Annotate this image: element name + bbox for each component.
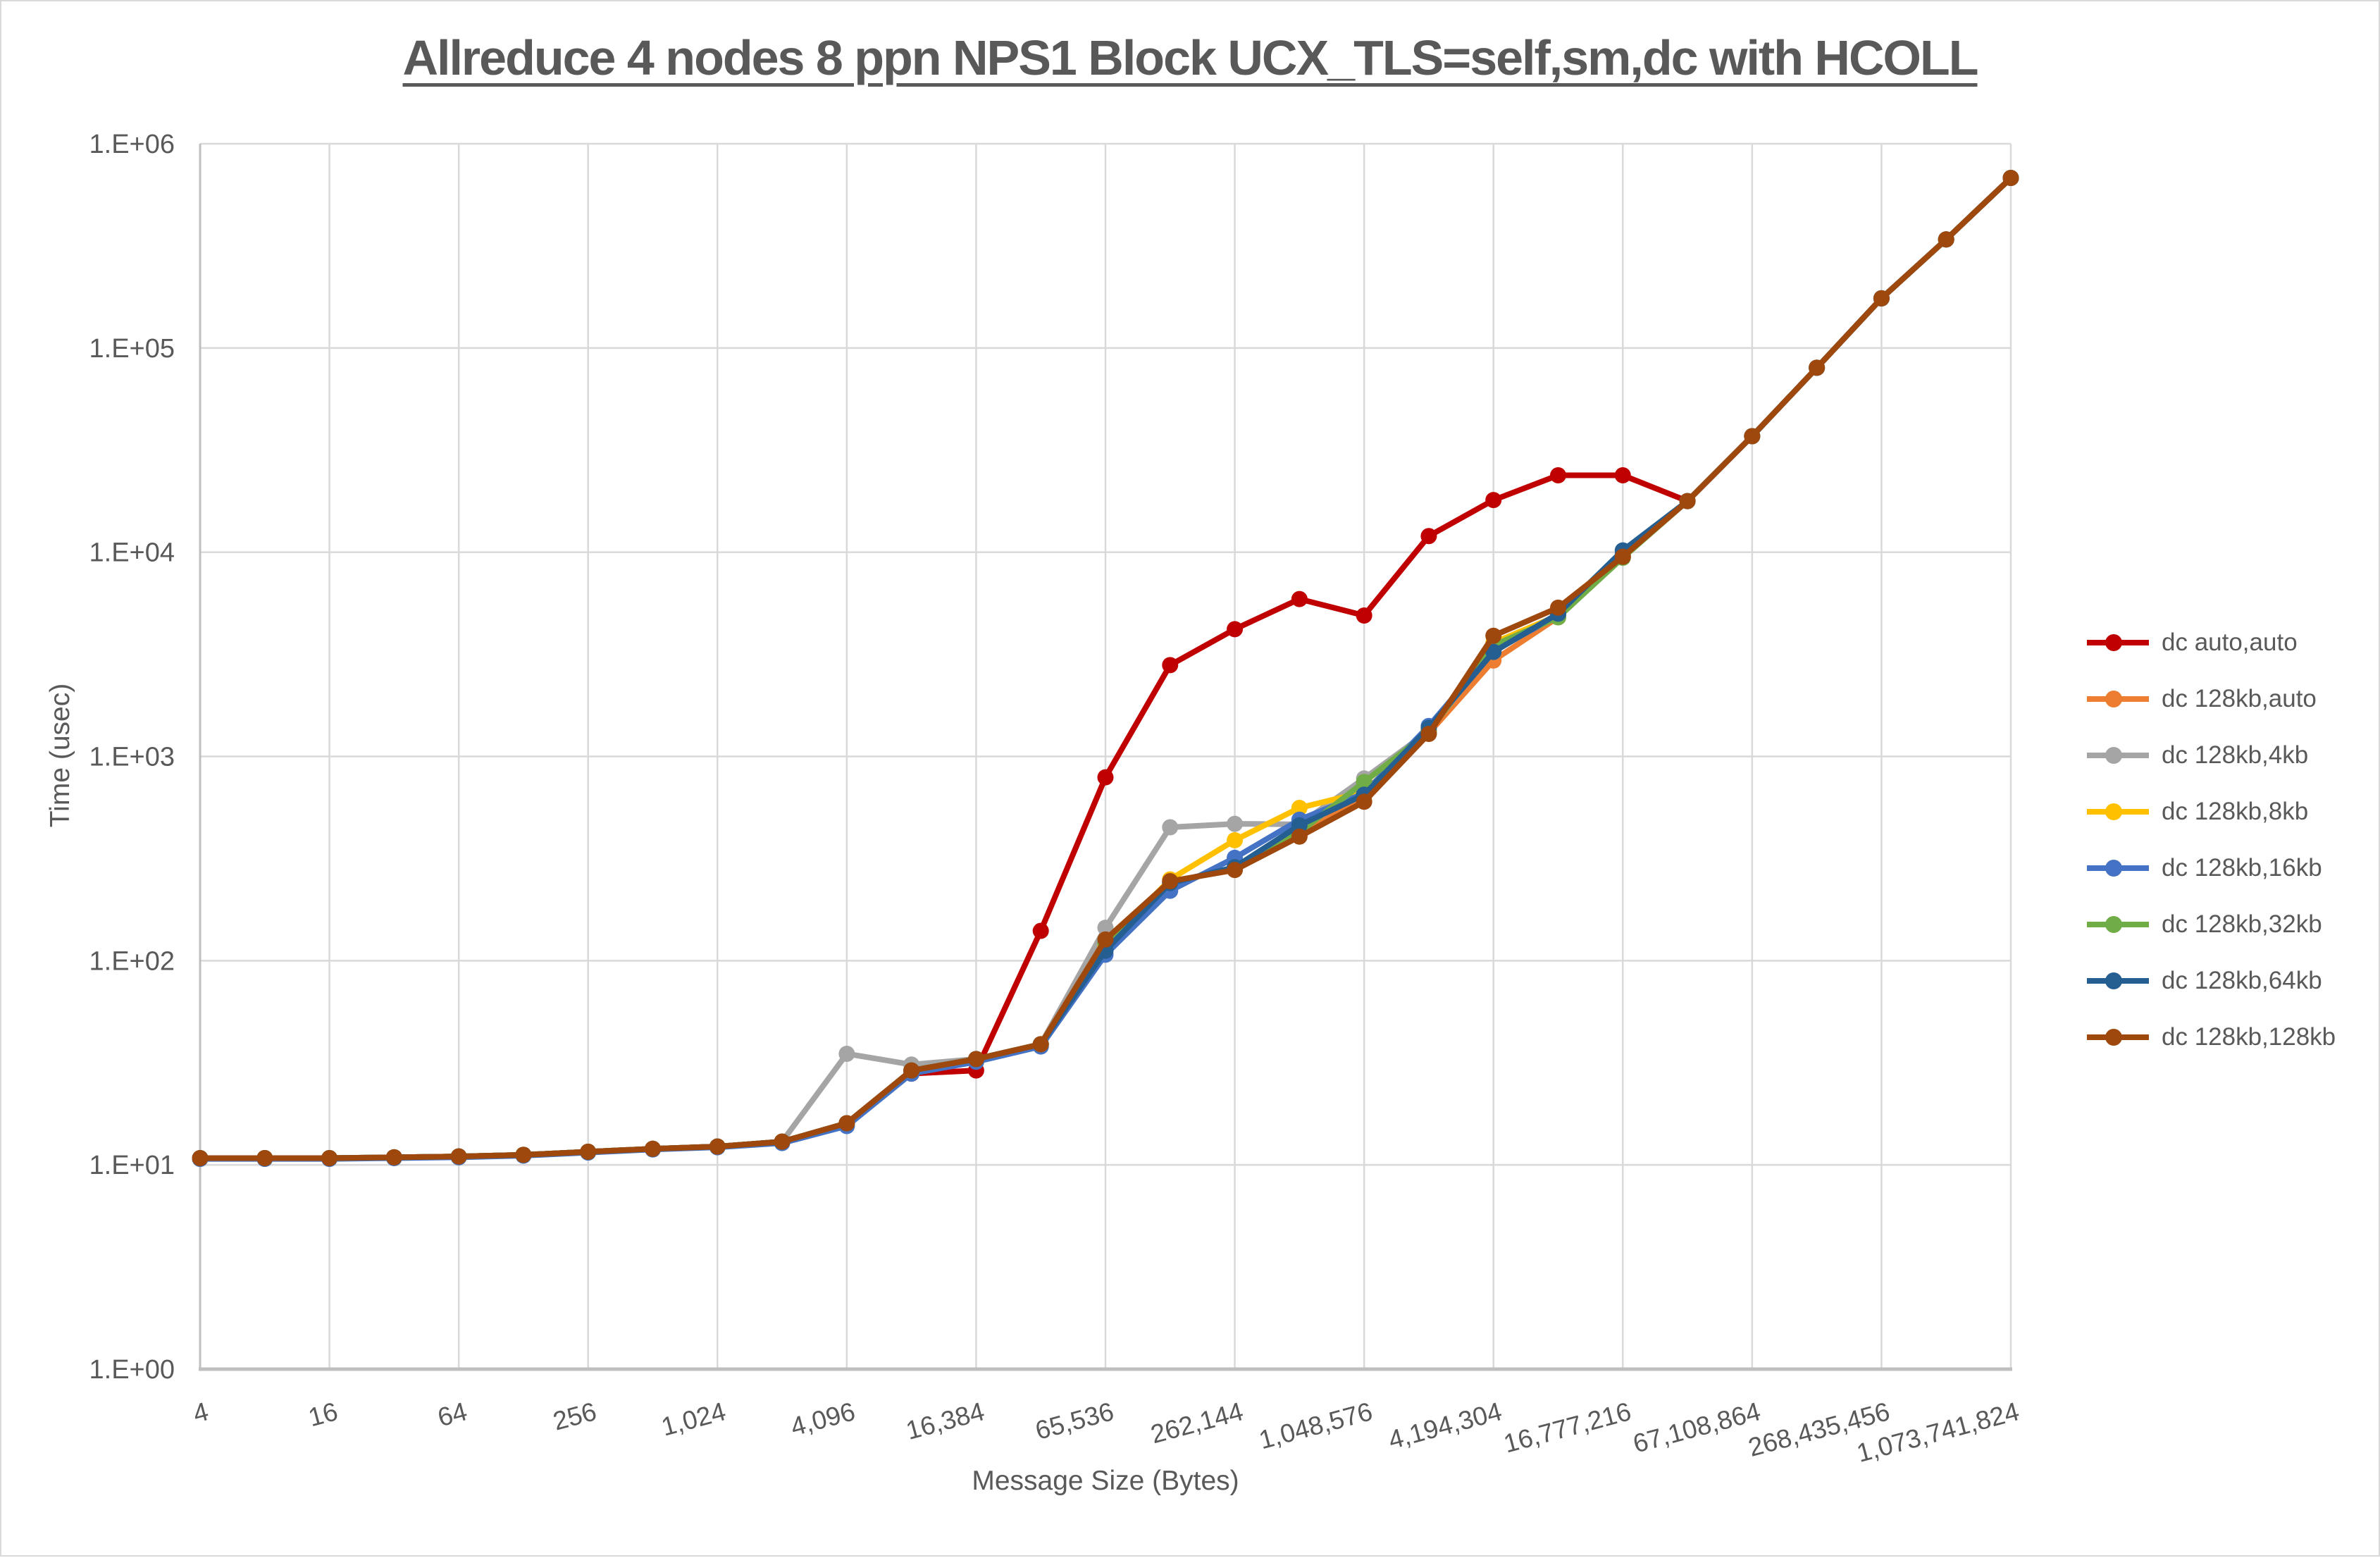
y-tick-label: 1.E+02: [89, 946, 175, 976]
legend-line-marker-icon: [2087, 972, 2149, 989]
legend-item-label: dc 128kb,32kb: [2162, 910, 2322, 938]
x-tick-label: 4: [190, 1397, 211, 1428]
y-tick-label: 1.E+00: [89, 1355, 175, 1385]
legend-item-label: dc 128kb,16kb: [2162, 854, 2322, 882]
legend-item-label: dc 128kb,128kb: [2162, 1023, 2336, 1051]
legend-line-marker-icon: [2087, 860, 2149, 877]
x-tick-label: 262,144: [1148, 1397, 1246, 1449]
x-tick-label: 1,048,576: [1256, 1397, 1376, 1454]
gridlines: [199, 142, 2012, 1369]
legend-line-marker-icon: [2087, 747, 2149, 764]
series-markers-dc-128kb-128kb: [192, 170, 2019, 1166]
x-tick-label: 65,536: [1032, 1397, 1117, 1445]
y-tick-label: 1.E+06: [89, 130, 175, 159]
legend-item-dc-128kb-4kb: dc 128kb,4kb: [2085, 727, 2336, 784]
x-tick-label: 16,777,216: [1501, 1397, 1634, 1459]
legend-item-label: dc 128kb,64kb: [2162, 967, 2322, 994]
legend-line-marker-icon: [2087, 1029, 2149, 1046]
legend-item-label: dc 128kb,8kb: [2162, 798, 2309, 825]
series-dc-128kb-128kb: [192, 170, 2019, 1166]
legend-line-marker-icon: [2087, 691, 2149, 707]
legend-item-dc-128kb-64kb: dc 128kb,64kb: [2085, 953, 2336, 1009]
legend-line-marker-icon: [2087, 803, 2149, 820]
x-axis-tick-labels: 4 16 64 256 1,024 4,096 16,384 65,536 262,144 1,0…: [190, 1397, 2022, 1468]
y-tick-label: 1.E+05: [89, 334, 175, 364]
x-axis-title: Message Size (Bytes): [972, 1466, 1239, 1496]
x-tick-label: 1,024: [658, 1397, 729, 1442]
legend-item-dc-128kb-8kb: dc 128kb,8kb: [2085, 784, 2336, 840]
x-tick-label: 4,096: [788, 1397, 858, 1442]
x-tick-label: 16: [305, 1397, 340, 1432]
legend-line-marker-icon: [2087, 916, 2149, 933]
legend-item-label: dc 128kb,4kb: [2162, 741, 2309, 769]
legend-item-label: dc 128kb,auto: [2162, 685, 2317, 712]
y-tick-label: 1.E+04: [89, 538, 175, 568]
y-axis-tick-labels: 1.E+00 1.E+01 1.E+02 1.E+03 1.E+04 1.E+05 1.E+…: [89, 130, 175, 1385]
legend-item-dc-128kb-32kb: dc 128kb,32kb: [2085, 896, 2336, 953]
legend: dc auto,auto dc 128kb,auto dc 128kb,4kb dc …: [2085, 614, 2336, 1065]
x-tick-label: 67,108,864: [1630, 1397, 1763, 1459]
legend-item-dc-auto-auto: dc auto,auto: [2085, 614, 2336, 671]
x-tick-label: 256: [550, 1397, 600, 1436]
legend-item-dc-128kb-16kb: dc 128kb,16kb: [2085, 840, 2336, 896]
legend-line-marker-icon: [2087, 634, 2149, 651]
x-tick-label: 64: [435, 1397, 470, 1432]
x-tick-label: 16,384: [903, 1397, 988, 1445]
y-axis-title: Time (usec): [45, 683, 75, 828]
legend-item-dc-128kb-auto: dc 128kb,auto: [2085, 671, 2336, 727]
legend-item-label: dc auto,auto: [2162, 629, 2298, 656]
chart-title: Allreduce 4 nodes 8 ppn NPS1 Block UCX_T…: [402, 30, 1978, 85]
legend-item-dc-128kb-128kb: dc 128kb,128kb: [2085, 1009, 2336, 1065]
x-tick-label: 4,194,304: [1385, 1397, 1505, 1454]
y-tick-label: 1.E+01: [89, 1151, 175, 1180]
y-tick-label: 1.E+03: [89, 743, 175, 772]
